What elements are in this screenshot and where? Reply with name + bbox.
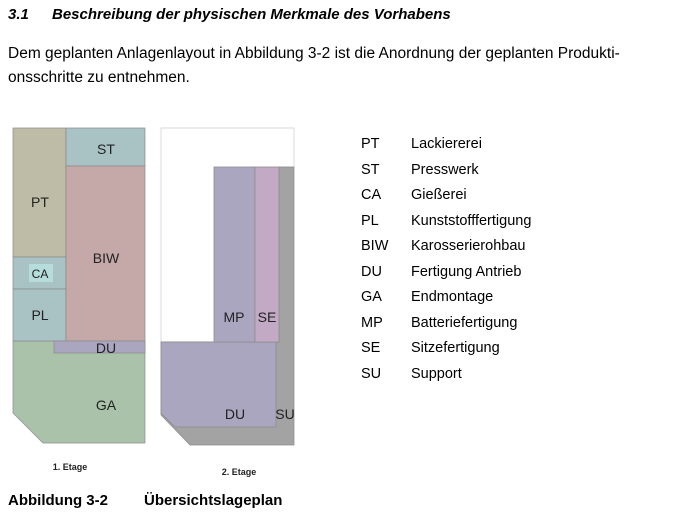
zone-pl xyxy=(12,288,67,342)
zone-mp xyxy=(213,166,256,343)
legend-name: Lackiererei xyxy=(411,136,482,152)
legend-item: BIW Karosserierohbau xyxy=(361,238,531,264)
legend-abbr: GA xyxy=(361,289,382,305)
legend-item: ST Presswerk xyxy=(361,162,531,188)
legend-item: CA Gießerei xyxy=(361,187,531,213)
legend-abbr: PL xyxy=(361,212,379,229)
floor-2-label: 2. Etage xyxy=(222,467,257,477)
legend-name: Kunststofffertigung xyxy=(411,212,532,229)
zone-pt xyxy=(12,127,67,258)
label-st: ST xyxy=(97,141,115,157)
label-mp: MP xyxy=(224,309,245,325)
legend-abbr: ST xyxy=(361,161,380,178)
legend-item: DU Fertigung Antrieb xyxy=(361,264,531,290)
zone-se xyxy=(254,166,280,343)
legend-item: PL Kunststofffertigung xyxy=(361,213,531,239)
legend-name: Fertigung Antrieb xyxy=(411,263,522,280)
floor-1-plan: ST PT CA PL BIW DU GA 1. Etage xyxy=(12,127,146,472)
ca-highlight xyxy=(29,264,53,282)
body-paragraph: Dem geplanten Anlagenlayout in Abbildung… xyxy=(8,45,620,86)
legend-name: Presswerk xyxy=(411,161,479,178)
floor-2-plan: MP SE DU SU 2. Etage xyxy=(160,127,295,477)
legend-item: SU Support xyxy=(361,366,531,392)
label-du-1: DU xyxy=(96,340,116,356)
zone-ga xyxy=(12,340,146,444)
label-pl: PL xyxy=(31,307,48,323)
legend-abbr: BIW xyxy=(361,238,389,254)
zone-st xyxy=(65,127,146,167)
legend-item: MP Batteriefertigung xyxy=(361,315,531,341)
legend-abbr: CA xyxy=(361,187,382,203)
legend: PT Lackiererei ST Presswerk CA Gießerei PL Kuns… xyxy=(361,136,531,391)
label-ca: CA xyxy=(32,267,49,281)
section-heading: 3.1 Beschreibung der physischen Merkmale … xyxy=(8,6,451,23)
label-du-2: DU xyxy=(225,406,245,422)
label-se: SE xyxy=(258,309,277,325)
legend-name: Support xyxy=(411,365,462,382)
zone-biw xyxy=(65,165,146,342)
figure-caption: Abbildung 3-2 Übersichtslageplan xyxy=(8,492,283,509)
legend-abbr: DU xyxy=(361,263,382,280)
zone-du-1 xyxy=(53,340,146,354)
label-ga: GA xyxy=(96,397,117,413)
label-su: SU xyxy=(275,406,294,422)
legend-name: Sitzefertigung xyxy=(411,340,500,356)
legend-abbr: SU xyxy=(361,365,382,382)
legend-abbr: SE xyxy=(361,340,381,356)
legend-item: GA Endmontage xyxy=(361,289,531,315)
legend-name: Endmontage xyxy=(411,289,494,305)
legend-name: Gießerei xyxy=(411,187,467,203)
legend-name: Karosserierohbau xyxy=(411,238,526,254)
floor-1-label: 1. Etage xyxy=(53,462,88,472)
zone-du-2 xyxy=(160,341,277,428)
legend-item: SE Sitzefertigung xyxy=(361,340,531,366)
label-biw: BIW xyxy=(93,250,120,266)
label-pt: PT xyxy=(31,194,49,210)
legend-item: PT Lackiererei xyxy=(361,136,531,162)
legend-abbr: PT xyxy=(361,136,380,152)
legend-name: Batteriefertigung xyxy=(411,314,518,331)
legend-abbr: MP xyxy=(361,314,383,331)
